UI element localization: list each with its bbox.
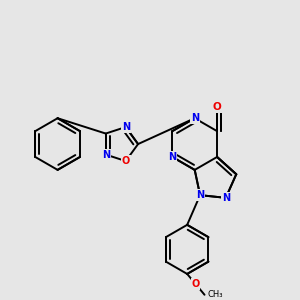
Text: O: O xyxy=(191,279,200,289)
Text: O: O xyxy=(213,102,221,112)
Text: N: N xyxy=(122,122,130,132)
Text: N: N xyxy=(168,152,176,162)
Text: N: N xyxy=(196,190,204,200)
Text: O: O xyxy=(122,156,130,166)
Text: CH₃: CH₃ xyxy=(208,290,223,299)
Text: N: N xyxy=(190,113,199,123)
Text: N: N xyxy=(102,150,110,160)
Text: N: N xyxy=(222,193,230,203)
